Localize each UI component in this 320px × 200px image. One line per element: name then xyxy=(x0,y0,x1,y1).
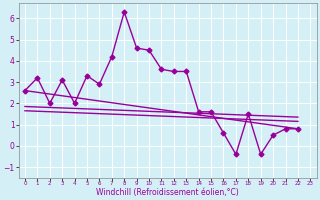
X-axis label: Windchill (Refroidissement éolien,°C): Windchill (Refroidissement éolien,°C) xyxy=(96,188,239,197)
